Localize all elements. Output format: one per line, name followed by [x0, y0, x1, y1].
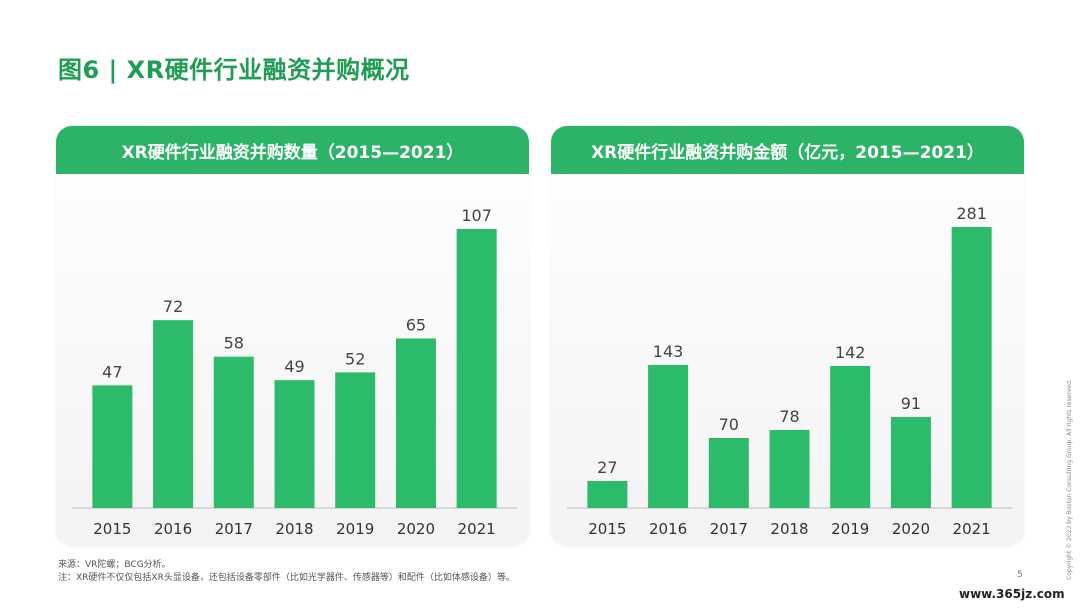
data-label-2020: 91: [901, 394, 921, 413]
bar-2016: [153, 320, 194, 508]
data-label-2019: 142: [835, 343, 866, 362]
watermark-text: www.365jz.com: [955, 585, 1069, 603]
chart-panel-count: XR硬件行业融资并购数量（2015—2021） 47 2015 72 2016 58 20…: [56, 126, 529, 546]
x-tick-label-2019: 2019: [336, 520, 374, 538]
data-label-2018: 78: [779, 407, 799, 426]
footnote: 注：XR硬件不仅仅包括XR头显设备，还包括设备零部件（比如光学器件、传感器等）和…: [58, 573, 515, 583]
bar-2020: [395, 338, 436, 508]
bar-2015: [92, 385, 133, 508]
copyright-text: Copyright © 2022 by Boston Consulting Gr…: [1066, 379, 1073, 580]
x-tick-label-2017: 2017: [710, 520, 748, 538]
bar-2018: [769, 430, 810, 508]
bar-2017: [708, 438, 749, 508]
source-note: 来源：VR陀螺；BCG分析。: [58, 560, 171, 570]
x-tick-label-2020: 2020: [892, 520, 930, 538]
data-label-2021: 107: [461, 206, 492, 225]
bar-chart-amount: 27 2015 143 2016 70 2017 78 2018 142 2019 91 2020 28…: [567, 204, 1012, 538]
data-label-2015: 47: [102, 362, 122, 381]
chart-title-count: XR硬件行业融资并购数量（2015—2021）: [56, 126, 529, 174]
data-label-2019: 52: [345, 349, 365, 368]
bar-2020: [890, 417, 931, 508]
x-tick-label-2021: 2021: [458, 520, 496, 538]
x-tick-label-2018: 2018: [770, 520, 808, 538]
x-tick-label-2018: 2018: [275, 520, 313, 538]
x-tick-label-2015: 2015: [93, 520, 131, 538]
data-label-2015: 27: [597, 458, 617, 477]
x-tick-label-2015: 2015: [588, 520, 626, 538]
bar-2019: [830, 366, 871, 508]
data-label-2016: 143: [653, 342, 684, 361]
chart-panel-amount: XR硬件行业融资并购金额（亿元，2015—2021） 27 2015 143 2016…: [551, 126, 1024, 546]
bar-2017: [213, 356, 254, 508]
data-label-2021: 281: [956, 204, 987, 223]
bar-2015: [587, 481, 628, 508]
x-tick-label-2021: 2021: [953, 520, 991, 538]
data-label-2018: 49: [284, 357, 304, 376]
data-label-2017: 58: [224, 334, 244, 353]
x-tick-label-2016: 2016: [649, 520, 687, 538]
data-label-2020: 65: [406, 315, 426, 334]
page-title: 图6 | XR硬件行业融资并购概况: [58, 56, 410, 84]
bar-2021: [456, 228, 497, 508]
data-label-2016: 72: [163, 297, 183, 316]
page-number: 5: [1017, 570, 1023, 580]
bar-2021: [951, 227, 992, 508]
chart-title-amount: XR硬件行业融资并购金额（亿元，2015—2021）: [551, 126, 1024, 174]
x-tick-label-2020: 2020: [397, 520, 435, 538]
bar-2016: [648, 365, 689, 508]
bar-chart-count: 47 2015 72 2016 58 2017 49 2018 52 2019 65 2020 107 2…: [72, 206, 517, 538]
x-tick-label-2017: 2017: [215, 520, 253, 538]
x-tick-label-2016: 2016: [154, 520, 192, 538]
bar-2018: [274, 380, 315, 508]
bar-2019: [335, 372, 376, 508]
data-label-2017: 70: [719, 415, 739, 434]
x-tick-label-2019: 2019: [831, 520, 869, 538]
